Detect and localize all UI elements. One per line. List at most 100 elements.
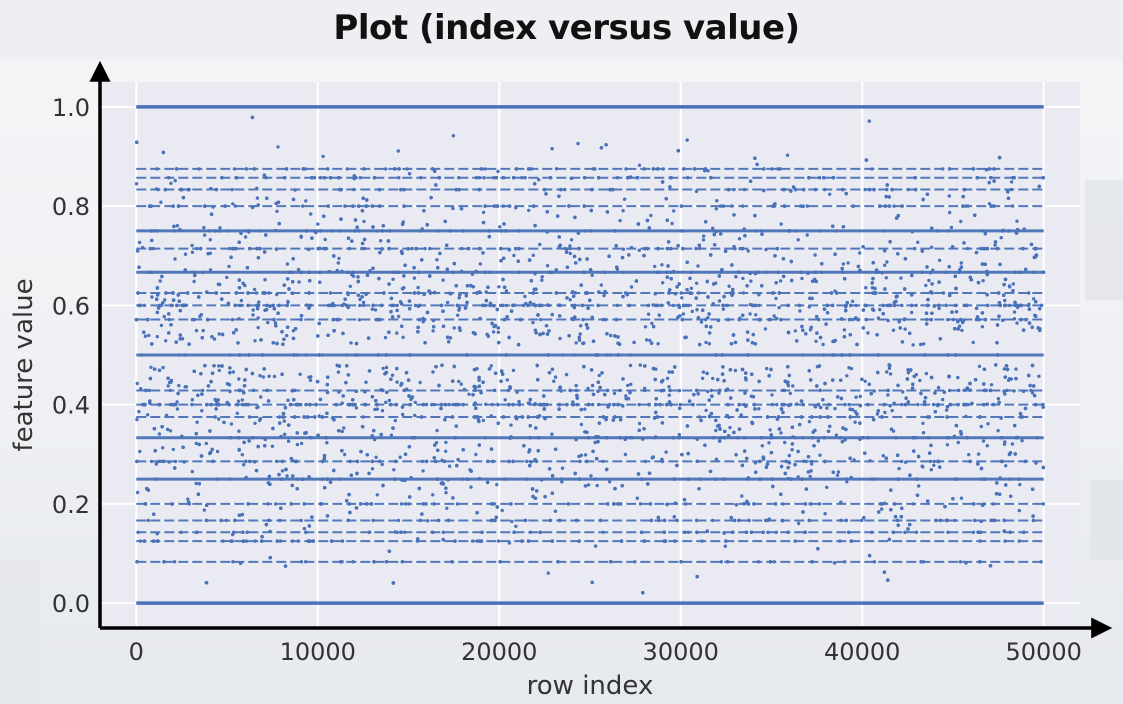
data-point (897, 466, 901, 471)
data-point (635, 496, 639, 500)
data-point (860, 518, 864, 523)
data-point (190, 469, 194, 474)
data-point (680, 296, 684, 300)
data-point (1017, 508, 1021, 513)
data-point (916, 240, 920, 244)
data-point (299, 441, 304, 446)
data-point (457, 306, 462, 310)
data-point (696, 264, 700, 268)
data-point (947, 194, 951, 198)
data-point (262, 367, 266, 371)
data-point (469, 485, 473, 489)
data-point (770, 393, 774, 397)
data-point (431, 370, 435, 374)
data-point (941, 397, 945, 402)
data-point (694, 281, 699, 285)
data-point (349, 341, 353, 345)
data-point (434, 441, 439, 445)
data-point (252, 287, 257, 292)
data-point (452, 326, 456, 330)
data-point (800, 276, 804, 281)
data-point (817, 176, 822, 180)
data-point (741, 276, 745, 281)
data-point (906, 371, 911, 375)
data-point (581, 317, 585, 322)
data-point (166, 384, 170, 388)
data-point (173, 257, 177, 261)
data-point (957, 324, 962, 328)
data-point (138, 449, 142, 454)
data-point (497, 285, 501, 289)
data-point (981, 279, 985, 283)
data-point (143, 334, 148, 338)
data-point (168, 429, 173, 433)
data-point (667, 393, 671, 397)
data-point (251, 308, 255, 312)
data-point (867, 119, 871, 123)
data-point (911, 343, 915, 347)
data-point (256, 405, 260, 409)
data-point (739, 413, 743, 417)
data-point (790, 448, 794, 452)
chart-title: Plot (index versus value) (333, 8, 800, 48)
data-point (727, 284, 731, 288)
data-point (183, 252, 188, 256)
data-point (441, 530, 445, 534)
data-point (836, 470, 841, 474)
data-point (270, 444, 275, 448)
data-point (316, 222, 320, 226)
data-point (809, 462, 814, 466)
data-point (445, 506, 449, 510)
data-point (263, 278, 267, 282)
data-point (147, 333, 151, 338)
data-point (435, 258, 439, 262)
data-point (158, 279, 162, 283)
data-point (653, 264, 657, 269)
data-point (979, 424, 983, 429)
data-point (514, 524, 518, 528)
data-point (981, 439, 986, 443)
data-point (589, 474, 593, 478)
data-point (626, 383, 630, 388)
data-point (323, 237, 327, 242)
data-point (498, 225, 502, 229)
data-point (643, 325, 648, 329)
data-point (217, 364, 221, 368)
data-point (748, 312, 752, 316)
data-point (135, 381, 139, 386)
data-point (825, 485, 829, 489)
data-point (421, 469, 425, 473)
data-point (749, 279, 753, 283)
data-point (161, 446, 165, 450)
data-point (945, 443, 950, 447)
data-point (298, 372, 302, 376)
data-point (285, 333, 289, 338)
data-point (282, 419, 286, 423)
data-point (255, 196, 260, 200)
data-point (348, 284, 352, 288)
data-point (959, 496, 964, 500)
data-point (413, 413, 417, 418)
data-point (649, 213, 653, 218)
data-point (202, 508, 206, 512)
data-point (807, 419, 812, 424)
data-point (435, 428, 439, 433)
data-point (482, 176, 486, 180)
data-point (375, 493, 379, 497)
data-point (679, 291, 683, 295)
data-point (286, 439, 291, 443)
data-point (825, 406, 829, 410)
data-point (977, 364, 982, 368)
data-point (574, 341, 578, 345)
data-point (881, 454, 885, 458)
data-point (746, 249, 750, 253)
data-point (146, 518, 150, 523)
data-point (525, 459, 529, 464)
data-point (231, 202, 235, 206)
data-point (328, 291, 333, 295)
data-point (849, 366, 854, 371)
data-point (1003, 440, 1007, 444)
data-point (937, 258, 942, 262)
data-point (503, 398, 507, 402)
data-point (243, 235, 248, 239)
